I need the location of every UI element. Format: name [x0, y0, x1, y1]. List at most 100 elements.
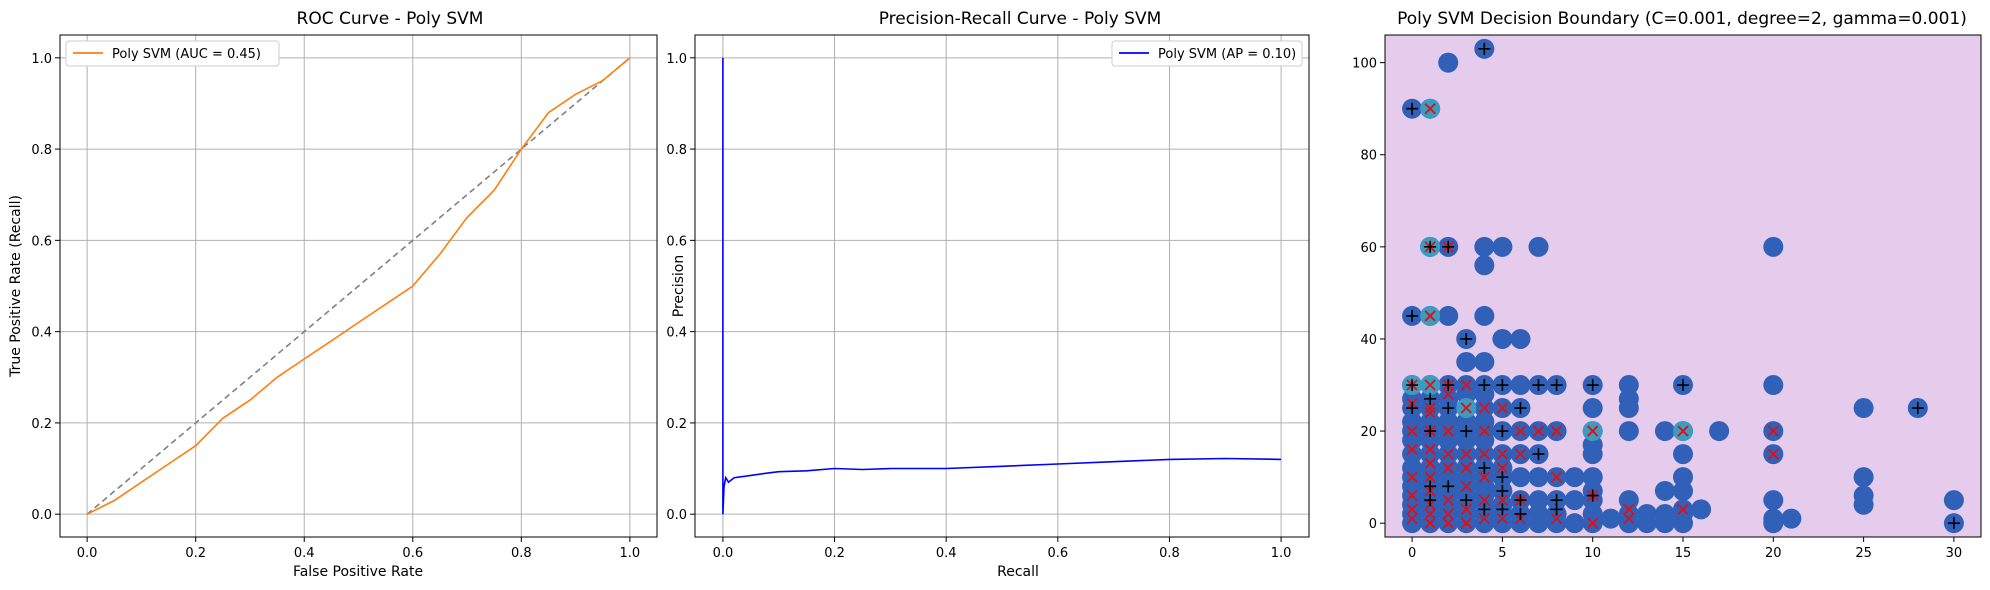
boundary-y-tick-label: 80 [1360, 149, 1377, 164]
boundary-y-tick-label: 60 [1360, 241, 1377, 256]
x-marker [1587, 517, 1599, 529]
x-marker [1442, 388, 1454, 400]
pr-ylabel: Precision [671, 255, 687, 317]
pr-legend-box [1111, 40, 1303, 67]
roc-x-tick-label: 0.4 [294, 546, 315, 561]
data-point [1528, 467, 1549, 488]
plus-marker [1478, 503, 1491, 516]
x-marker [1406, 512, 1418, 525]
x-marker [1460, 402, 1472, 414]
data-point [1510, 375, 1531, 396]
data-point [1691, 499, 1712, 520]
plus-marker [1460, 332, 1473, 345]
x-marker [1406, 503, 1418, 516]
plus-marker [1424, 392, 1437, 405]
data-point [1618, 490, 1639, 511]
roc-baseline-line [86, 57, 631, 515]
pr-x-tick-label: 1.0 [1271, 546, 1292, 561]
data-point [1763, 236, 1784, 257]
data-point [1673, 444, 1693, 465]
boundary-x-tick-label: 0 [1408, 546, 1416, 561]
plus-marker [1586, 379, 1599, 392]
pr-title: Precision-Recall Curve - Poly SVM [879, 9, 1162, 29]
data-point [1474, 305, 1495, 326]
roc-x-tick-label: 1.0 [620, 546, 641, 561]
pr-ticks: 0.0 0.2 0.4 0.6 0.8 1.0 0.0 0.2 0.4 0.6 0.8 1.0 [666, 52, 1291, 561]
boundary-x-tick-label: 15 [1675, 546, 1692, 561]
data-point [1582, 434, 1603, 455]
boundary-y-tick-label: 100 [1352, 57, 1377, 72]
x-marker [1442, 494, 1454, 506]
plus-marker [1424, 425, 1437, 438]
data-point [1654, 421, 1675, 442]
data-point [1510, 467, 1531, 488]
pr-y-tick-label: 1.0 [666, 52, 687, 67]
data-point [1943, 490, 1964, 511]
x-marker [1478, 494, 1490, 506]
plus-marker [1442, 402, 1455, 415]
x-marker [1587, 425, 1599, 437]
x-marker [1514, 448, 1527, 460]
data-point [1528, 503, 1549, 524]
x-marker [1442, 448, 1454, 460]
x-marker [1550, 425, 1563, 437]
pr-x-tick-label: 0.4 [936, 546, 957, 561]
data-point [1618, 375, 1639, 396]
plus-marker [1550, 379, 1563, 392]
boundary-x-tick-label: 10 [1584, 546, 1601, 561]
data-point [1492, 236, 1513, 257]
data-point [1564, 513, 1585, 534]
data-point [1853, 485, 1874, 506]
roc-legend-label: Poly SVM (AUC = 0.45) [112, 47, 261, 62]
roc-panel: ROC Curve - Poly SVM 0.0 0.2 0.4 0.6 0.8 1.00… [8, 9, 658, 580]
data-point [1582, 467, 1603, 488]
x-marker [1532, 425, 1545, 437]
x-marker [1550, 471, 1563, 483]
data-point [1709, 421, 1730, 442]
roc-y-tick-label: 0.8 [31, 143, 52, 158]
data-point [1673, 467, 1693, 488]
x-marker [1496, 494, 1509, 506]
x-marker [1496, 462, 1509, 474]
pr-grid [695, 35, 1309, 537]
plus-marker [1442, 240, 1455, 253]
plus-marker [1514, 507, 1527, 520]
plus-marker [1406, 102, 1419, 115]
boundary-y-tick-label: 0 [1369, 517, 1377, 532]
pr-legend-label: Poly SVM (AP = 0.10) [1158, 47, 1296, 62]
plus-marker [1496, 471, 1509, 484]
boundary-x-tick-label: 20 [1765, 546, 1782, 561]
x-marker [1460, 448, 1472, 460]
data-point [1438, 305, 1459, 326]
pr-y-tick-label: 0.2 [666, 417, 687, 432]
x-marker [1496, 448, 1509, 460]
x-marker [1442, 425, 1454, 437]
roc-legend: Poly SVM (AUC = 0.45) [65, 40, 280, 67]
x-marker [1478, 402, 1490, 414]
plus-marker [1406, 309, 1419, 322]
roc-ylabel: True Positive Rate (Recall) [8, 195, 24, 378]
x-marker [1424, 310, 1436, 322]
boundary-title: Poly SVM Decision Boundary (C=0.001, deg… [1397, 9, 1967, 29]
roc-y-tick-label: 1.0 [31, 52, 52, 67]
plus-marker [1478, 461, 1491, 474]
pr-series-group [722, 57, 1282, 515]
x-marker [1623, 512, 1635, 525]
x-marker [1424, 457, 1436, 469]
plus-marker [1911, 402, 1924, 415]
plus-marker [1442, 480, 1455, 493]
x-marker [1460, 480, 1472, 492]
pr-series-line [722, 57, 1282, 515]
pr-x-tick-label: 0.0 [713, 546, 734, 561]
data-point [1438, 52, 1459, 73]
x-marker [1496, 512, 1509, 525]
x-marker [1496, 402, 1509, 414]
plus-marker [1532, 379, 1545, 392]
data-point [1402, 444, 1423, 465]
data-point [1618, 388, 1639, 409]
data-point [1456, 411, 1477, 432]
plus-marker [1478, 379, 1491, 392]
data-point [1564, 467, 1585, 488]
plus-marker [1496, 484, 1509, 497]
